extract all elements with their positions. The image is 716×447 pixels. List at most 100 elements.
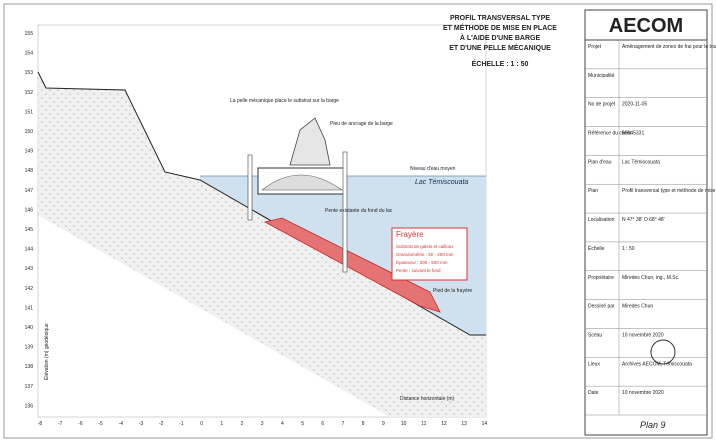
x-label: 2	[241, 421, 244, 427]
legend-title: Frayère	[396, 230, 424, 239]
x-label: 9	[382, 421, 385, 427]
info-label: Plan	[588, 188, 598, 194]
info-label: Municipalité	[588, 73, 615, 79]
pole	[247, 154, 253, 221]
x-label: 6	[321, 421, 324, 427]
y-label: 145	[25, 227, 34, 233]
y-label: 136	[25, 403, 34, 409]
y-label: 146	[25, 207, 34, 213]
info-label: Propriétaire	[588, 275, 614, 281]
terrain-pattern	[38, 72, 486, 417]
y-label: 154	[25, 51, 34, 57]
scale: ÉCHELLE : 1 : 50	[472, 59, 529, 68]
y-label: 140	[25, 325, 34, 331]
title: À L'AIDE D'UNE BARGE	[460, 33, 541, 42]
y-label: 151	[25, 109, 34, 115]
x-label: -7	[58, 421, 63, 427]
legend-line: Substrat de galets et cailloux	[396, 244, 454, 249]
y-label: 148	[25, 168, 34, 174]
annotation: Pieu de ancrage de la barge	[330, 121, 393, 127]
info-value: 2020-11-05	[622, 102, 647, 108]
info-label: Date	[588, 390, 599, 396]
legend-line: Granulométrie : 50 - 200 mm	[396, 252, 454, 257]
x-label: 1	[220, 421, 223, 427]
y-label: 155	[25, 31, 34, 37]
logo: AECOM	[609, 15, 683, 37]
y-title: Élévation (m) géodésique	[43, 323, 50, 380]
x-label: 10	[401, 421, 407, 427]
profile-line	[37, 71, 486, 336]
info-label: Sceau	[588, 332, 602, 338]
pole	[342, 151, 348, 273]
info-label: Lieux	[588, 361, 600, 367]
annotation: Pente existante du fond du lac	[325, 208, 393, 214]
info-label: No de projet	[588, 102, 616, 108]
y-label: 147	[25, 188, 34, 194]
x-label: 4	[281, 421, 284, 427]
y-label: 153	[25, 70, 34, 76]
title: ET MÉTHODE DE MISE EN PLACE	[443, 23, 557, 32]
info-label: Localisation	[588, 217, 615, 223]
legend-line: Pente : suivant le fond	[396, 268, 441, 273]
info-value: N 47° 38' O 68° 48'	[622, 217, 665, 223]
info-value: Profil transversal type et méthode de mi…	[622, 188, 716, 194]
x-label: -4	[119, 421, 124, 427]
x-label: 0	[200, 421, 203, 427]
title-block	[584, 9, 708, 436]
info-value: 1 : 50	[622, 246, 635, 252]
legend-box	[391, 227, 468, 281]
info-value: Lac Témiscouata	[622, 159, 660, 165]
info-value: Miredes Chun	[622, 304, 653, 310]
y-label: 142	[25, 286, 34, 292]
x-label: -5	[98, 421, 103, 427]
x-label: -6	[78, 421, 83, 427]
x-label: 7	[342, 421, 345, 427]
y-label: 139	[25, 345, 34, 351]
legend-line: Épaisseur : 300 - 500 mm	[396, 259, 448, 265]
barge-load	[261, 174, 343, 191]
x-label: -8	[38, 421, 43, 427]
annotation: Lac Témiscouata	[415, 179, 468, 186]
info-value: 60645331	[622, 131, 644, 137]
x-label: -3	[139, 421, 144, 427]
annotation: Niveau d'eau moyen	[410, 166, 456, 172]
y-label: 138	[25, 364, 34, 370]
info-label: Échelle	[588, 245, 605, 252]
annotation: Distance horizontale (m)	[400, 396, 455, 402]
info-value: 10 novembre 2020	[622, 332, 664, 338]
x-label: 13	[461, 421, 467, 427]
seal	[650, 339, 676, 365]
x-label: 8	[362, 421, 365, 427]
y-label: 137	[25, 384, 34, 390]
info-value: 10 novembre 2020	[622, 390, 664, 396]
info-label: Plan d'eau	[588, 159, 612, 165]
y-label: 144	[25, 247, 34, 253]
x-label: 3	[261, 421, 264, 427]
x-label: 11	[421, 421, 426, 427]
x-label: 5	[301, 421, 304, 427]
x-label: -1	[179, 421, 184, 427]
y-label: 150	[25, 129, 34, 135]
title: PROFIL TRANSVERSAL TYPE	[450, 15, 550, 22]
frame	[3, 3, 713, 439]
info-value: Archives AECOM, Témiscouata	[622, 361, 692, 367]
annotation: Pied de la frayère	[433, 288, 472, 294]
x-label: -2	[159, 421, 164, 427]
info-value: Miredes Chun, ing., M.Sc.	[622, 275, 680, 281]
info-label: Dessiné par	[588, 304, 615, 310]
y-label: 149	[25, 149, 34, 155]
info-label: Référence du client	[588, 131, 632, 137]
y-label: 141	[25, 305, 34, 311]
title: ET D'UNE PELLE MÉCANIQUE	[449, 43, 551, 52]
annotation: La pelle mécanique place le substrat sur…	[230, 98, 339, 104]
y-label: 152	[25, 90, 34, 96]
info-label: Projet	[588, 44, 602, 50]
plan-number: Plan 9	[640, 420, 666, 430]
y-label: 143	[25, 266, 34, 272]
excavator	[289, 117, 331, 166]
info-value: Aménagement de zones de frai pour le tou…	[622, 44, 716, 50]
x-label: 14	[482, 421, 488, 427]
spawning-bed	[263, 217, 441, 313]
x-label: 12	[441, 421, 447, 427]
